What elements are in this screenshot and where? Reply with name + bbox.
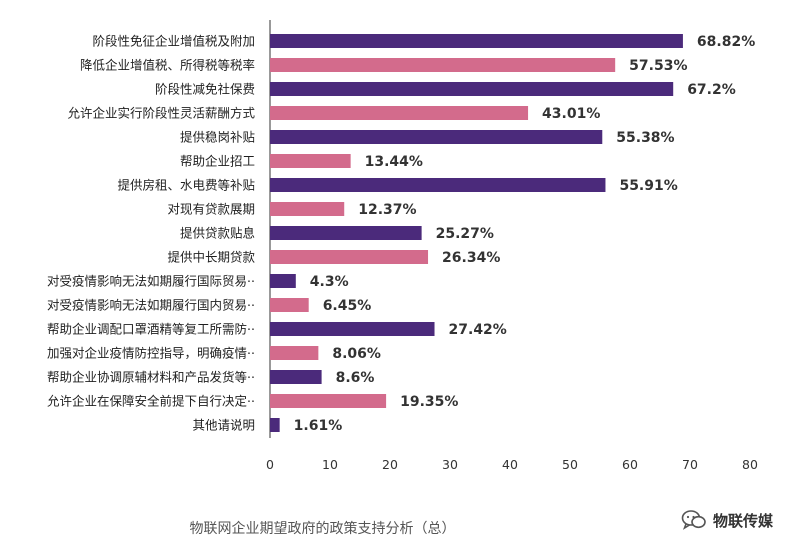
category-label: 阶段性免征企业增值税及附加 (92, 34, 255, 49)
data-label: 1.61% (294, 418, 343, 434)
category-label: 对受疫情影响无法如期履行国内贸易·· (47, 298, 255, 313)
bar (270, 130, 603, 144)
data-label: 68.82% (697, 34, 755, 50)
bar (270, 226, 422, 240)
data-label: 43.01% (542, 106, 600, 122)
bar (270, 418, 280, 432)
category-label: 加强对企业疫情防控指导，明确疫情·· (47, 346, 255, 361)
category-label: 提供贷款贴息 (180, 226, 255, 241)
data-label: 8.6% (336, 370, 375, 386)
data-label: 4.3% (310, 274, 349, 290)
x-tick-label: 80 (742, 457, 758, 472)
bar (270, 394, 387, 408)
bar (270, 370, 322, 384)
category-label: 其他请说明 (192, 418, 255, 433)
data-label: 13.44% (365, 154, 423, 170)
category-label: 帮助企业招工 (180, 154, 255, 169)
bar (270, 154, 351, 168)
category-label: 阶段性减免社保费 (155, 82, 255, 97)
data-label: 8.06% (332, 346, 381, 362)
x-tick-label: 10 (322, 457, 338, 472)
category-label: 对现有贷款展期 (167, 202, 255, 217)
x-tick-label: 50 (562, 457, 578, 472)
category-label: 允许企业实行阶段性灵活薪酬方式 (67, 106, 255, 121)
watermark: 物联传媒 (681, 509, 773, 531)
data-label: 67.2% (687, 82, 736, 98)
bar (270, 82, 674, 96)
x-tick-label: 70 (682, 457, 698, 472)
bar (270, 58, 616, 72)
x-tick-label: 0 (266, 457, 274, 472)
wechat-icon (681, 510, 706, 530)
bar (270, 106, 529, 120)
data-label: 26.34% (442, 250, 500, 266)
data-label: 57.53% (629, 58, 687, 74)
data-label: 19.35% (400, 394, 458, 410)
bar (270, 250, 429, 264)
bar (270, 274, 296, 288)
data-label: 25.27% (436, 226, 494, 242)
x-tick-label: 20 (382, 457, 398, 472)
category-label: 帮助企业协调原辅材料和产品发货等·· (47, 370, 255, 385)
x-tick-label: 60 (622, 457, 638, 472)
bar (270, 34, 683, 48)
x-tick-label: 30 (442, 457, 458, 472)
data-label: 55.38% (616, 130, 674, 146)
bar (270, 322, 435, 336)
x-tick-label: 40 (502, 457, 518, 472)
chart-title: 物联网企业期望政府的政策支持分析（总） (189, 521, 456, 537)
bar (270, 346, 319, 360)
category-label: 对受疫情影响无法如期履行国际贸易·· (47, 274, 255, 289)
data-label: 12.37% (358, 202, 416, 218)
category-label: 帮助企业调配口罩酒精等复工所需防·· (47, 322, 255, 337)
bar (270, 202, 345, 216)
category-label: 提供房租、水电费等补贴 (117, 178, 255, 193)
category-label: 允许企业在保障安全前提下自行决定·· (47, 394, 255, 409)
data-label: 27.42% (449, 322, 507, 338)
category-label: 提供稳岗补贴 (180, 130, 255, 145)
category-label: 提供中长期贷款 (167, 250, 255, 265)
category-label: 降低企业增值税、所得税等税率 (80, 58, 255, 73)
data-label: 55.91% (619, 178, 677, 194)
watermark-text: 物联传媒 (712, 511, 773, 530)
bar (270, 178, 606, 192)
data-label: 6.45% (323, 298, 372, 314)
bar (270, 298, 309, 312)
